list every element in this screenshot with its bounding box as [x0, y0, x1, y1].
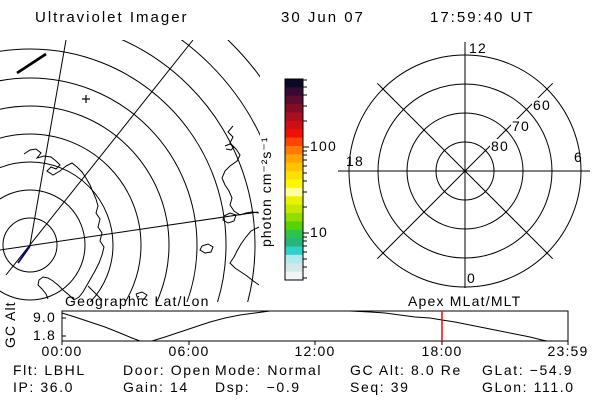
strip-x-tick-label: 18:00 [421, 343, 463, 359]
polar-caption: Apex MLat/MLT [408, 293, 522, 309]
polar-mlt-label: 6 [574, 149, 583, 165]
polar-mlt-label: 0 [467, 270, 476, 286]
polar-mlt-label: 18 [346, 153, 364, 169]
map-grid [0, 40, 260, 302]
status-cell: Dsp: −0.9 [215, 379, 301, 395]
polar-mlat-label: 70 [511, 118, 531, 134]
status-cell: Door: Open [123, 362, 212, 378]
status-cell: GLat: −54.9 [482, 362, 574, 378]
polar-grid [338, 42, 590, 288]
date-display: 30 Jun 07 [281, 9, 365, 26]
polar-mlt-label: 12 [469, 40, 487, 56]
strip-y-tick-label: 9.0 [32, 309, 56, 325]
colorbar-bands [285, 79, 303, 281]
status-cell: GC Alt: 8.0 Re [350, 362, 462, 378]
app-title: Ultraviolet Imager [35, 9, 189, 26]
strip-x-tick-label: 23:59 [547, 343, 589, 359]
status-cell: Seq: 39 [350, 379, 410, 395]
colorbar-tick-label: 10 [310, 224, 328, 240]
strip-x-tick-label: 00:00 [41, 343, 83, 359]
status-cell: GLon: 111.0 [482, 379, 575, 395]
colorbar-tick-label: 100 [310, 138, 337, 154]
status-cell: IP: 36.0 [13, 379, 75, 395]
status-cell: Mode: Normal [215, 362, 323, 378]
attitude-segment [17, 245, 31, 264]
status-cell: Gain: 14 [123, 379, 189, 395]
gc-alt-curve [61, 310, 568, 342]
colorbar-axis-label: photon cm⁻²s⁻¹ [258, 136, 274, 247]
strip-y-axis-label: GC Alt [2, 301, 18, 348]
coastlines [23, 125, 260, 301]
orbit-track-segment [16, 52, 47, 75]
strip-x-tick-label: 12:00 [294, 343, 336, 359]
strip-y-tick-label: 1.8 [32, 327, 56, 343]
colorbar-frame [284, 78, 304, 281]
polar-mlat-label: 80 [490, 138, 510, 154]
status-cell: Flt: LBHL [13, 362, 86, 378]
map-caption: Geographic Lat/Lon [65, 293, 210, 309]
time-display: 17:59:40 UT [430, 9, 535, 26]
strip-chart-frame [61, 310, 569, 342]
polar-mlat-label: 60 [532, 97, 552, 113]
strip-x-tick-label: 06:00 [168, 343, 210, 359]
